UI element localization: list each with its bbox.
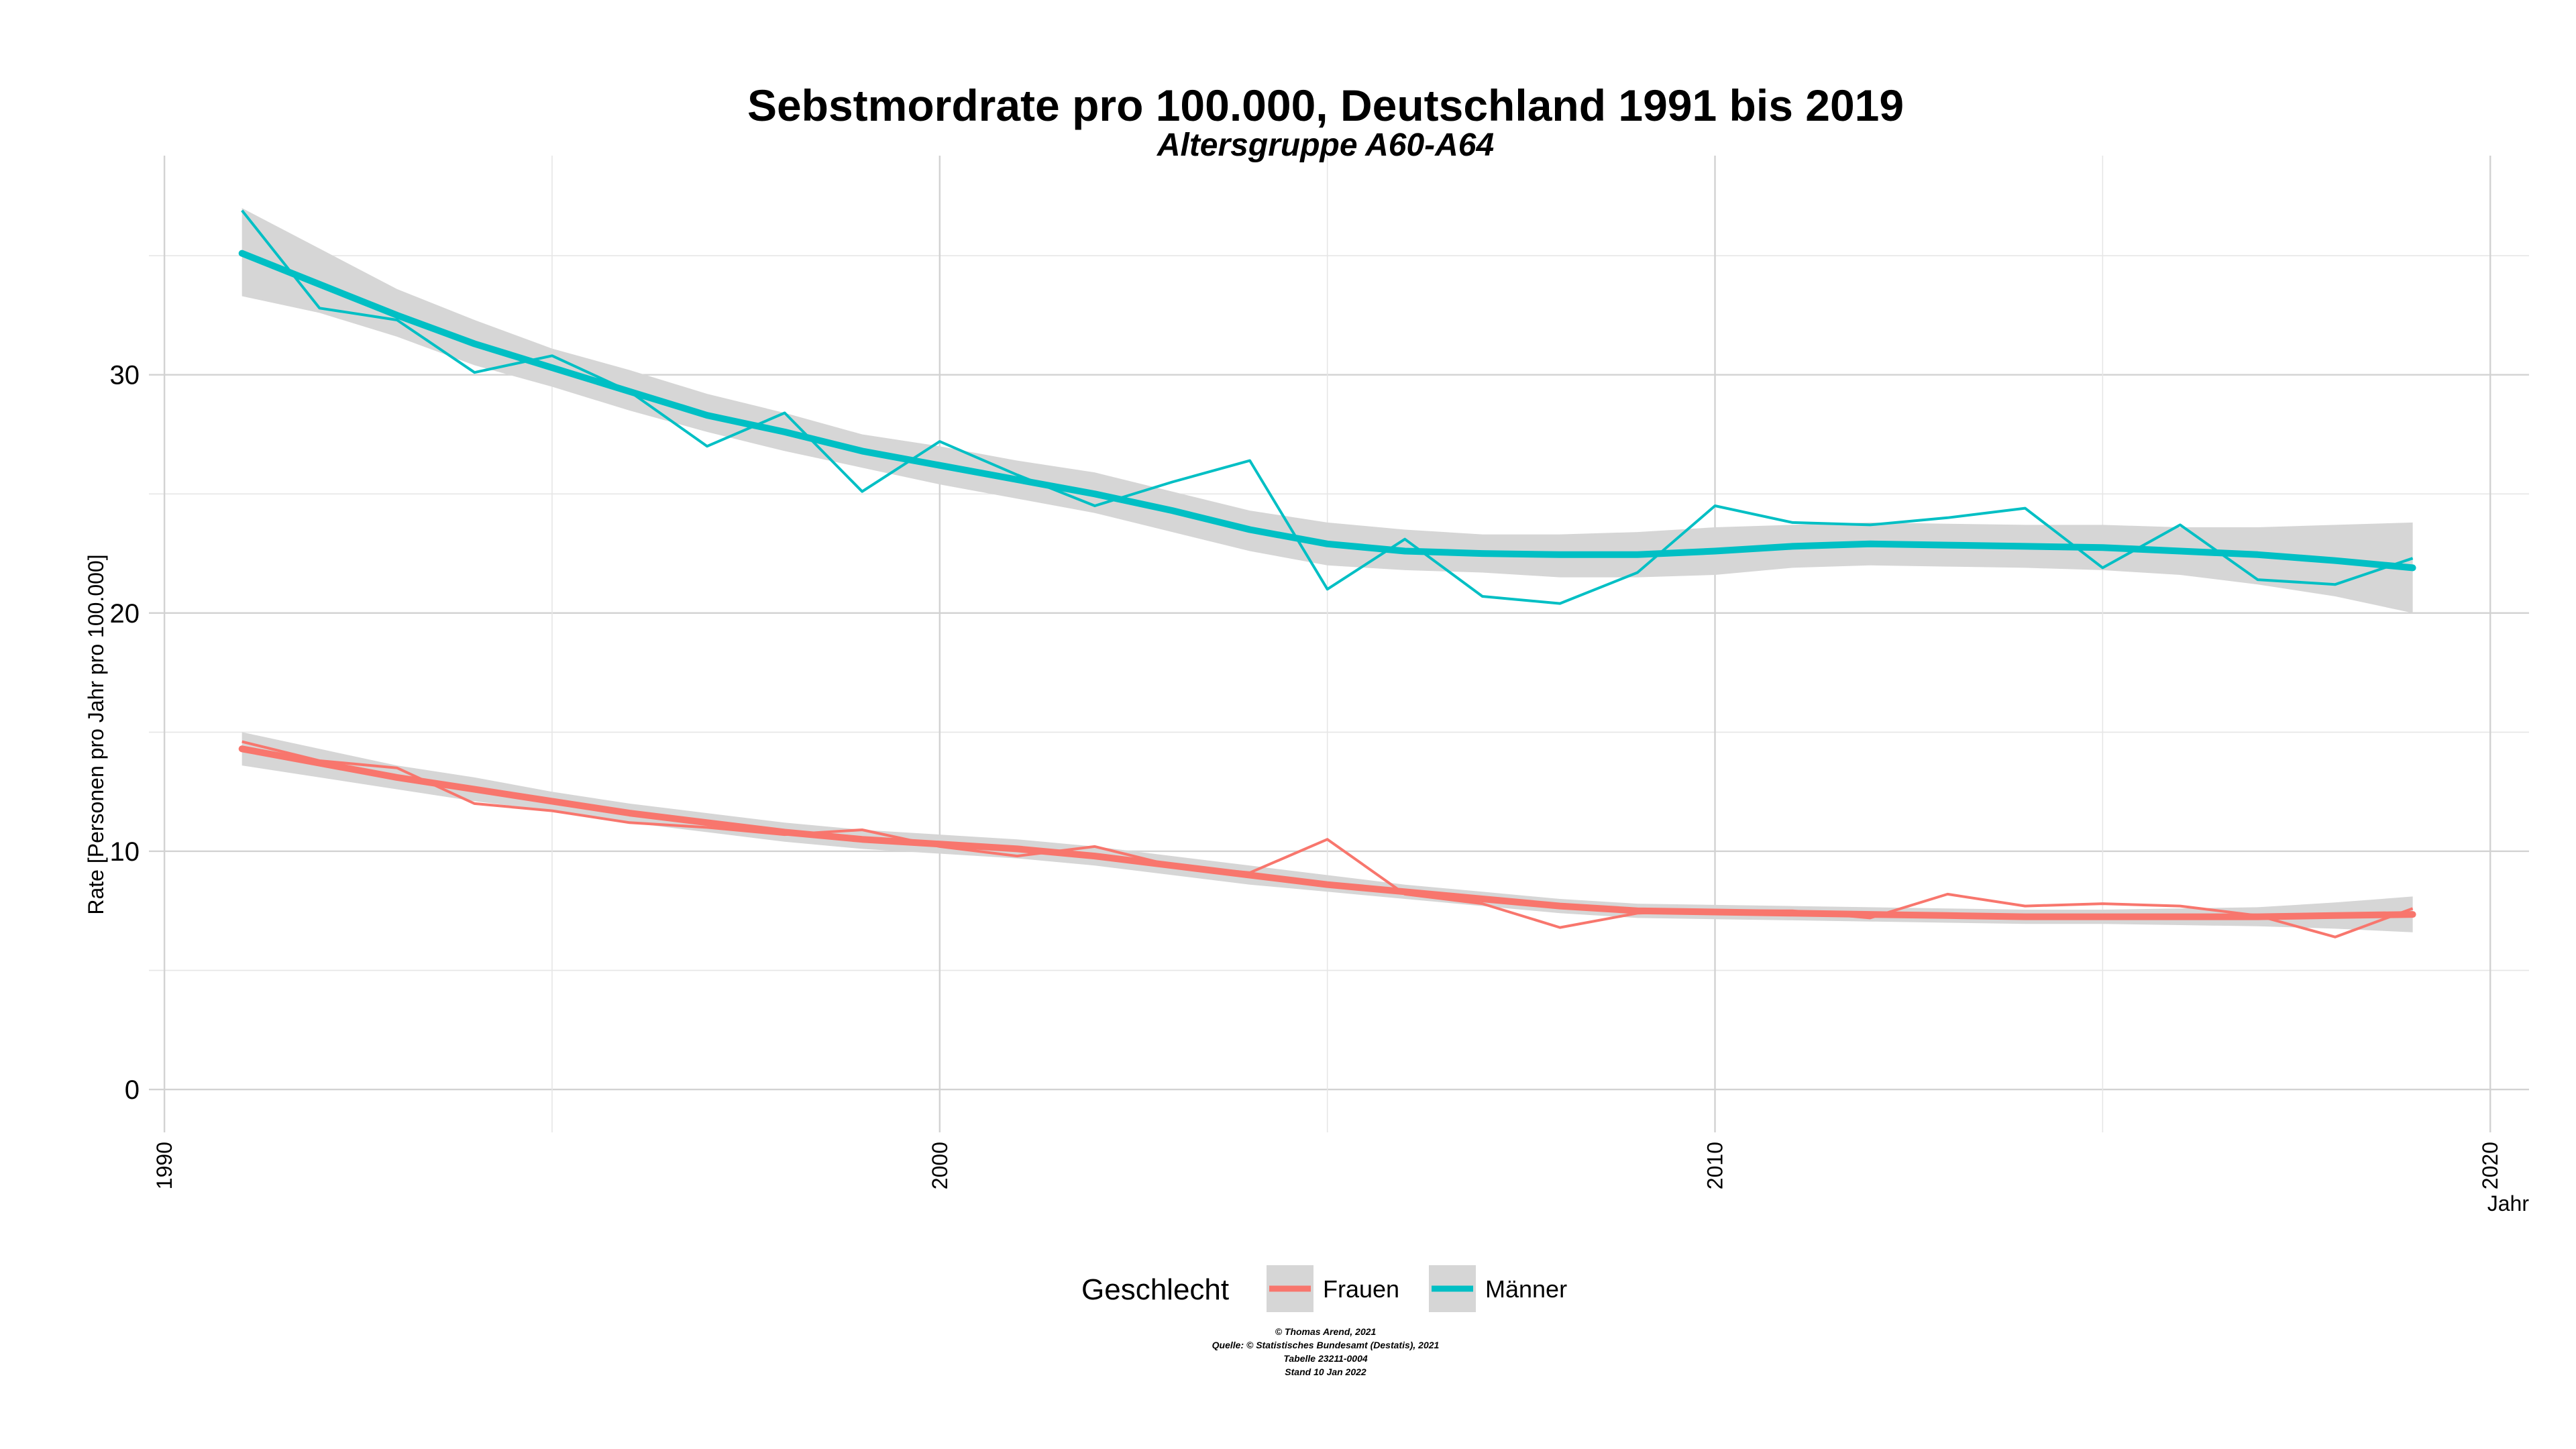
x-axis-label: Jahr <box>2487 1191 2530 1216</box>
y-axis-ticks: 0 10 20 30 <box>110 361 140 1105</box>
x-axis-ticks: 1990 2000 2010 2020 <box>152 1142 2502 1189</box>
y-tick-label: 0 <box>125 1075 140 1105</box>
x-tick-label: 1990 <box>152 1142 176 1189</box>
caption-line-4: Stand 10 Jan 2022 <box>1285 1366 1366 1377</box>
smooth-line-männer <box>238 250 2416 572</box>
y-axis-label: Rate [Personen pro Jahr pro 100.000] <box>84 554 108 914</box>
confidence-band-frauen <box>241 732 2413 932</box>
smooth-line-frauen <box>238 745 2416 920</box>
series-line-frauen <box>241 740 2414 938</box>
legend-label-maenner: Männer <box>1485 1275 1567 1303</box>
x-tick-label: 2000 <box>928 1142 952 1189</box>
series-line-männer <box>241 209 2414 605</box>
y-tick-label: 20 <box>110 599 140 629</box>
caption-line-3: Tabelle 23211-0004 <box>1283 1353 1368 1364</box>
chart-title: Sebstmordrate pro 100.000, Deutschland 1… <box>747 80 1904 130</box>
legend-title: Geschlecht <box>1081 1273 1229 1306</box>
y-tick-label: 30 <box>110 361 140 390</box>
legend: Geschlecht Frauen Männer <box>1081 1265 1567 1312</box>
confidence-band-männer <box>241 208 2413 613</box>
caption-line-1: © Thomas Arend, 2021 <box>1275 1326 1377 1337</box>
chart-subtitle: Altersgruppe A60-A64 <box>1157 127 1494 163</box>
caption: © Thomas Arend, 2021 Quelle: © Statistis… <box>1212 1326 1440 1377</box>
caption-line-2: Quelle: © Statistisches Bundesamt (Desta… <box>1212 1340 1440 1350</box>
confidence-bands <box>241 208 2413 932</box>
data-lines <box>238 209 2416 938</box>
grid <box>149 156 2529 1132</box>
legend-label-frauen: Frauen <box>1323 1275 1399 1303</box>
x-tick-label: 2010 <box>1703 1142 1727 1189</box>
x-tick-label: 2020 <box>2478 1142 2502 1189</box>
y-tick-label: 10 <box>110 837 140 867</box>
